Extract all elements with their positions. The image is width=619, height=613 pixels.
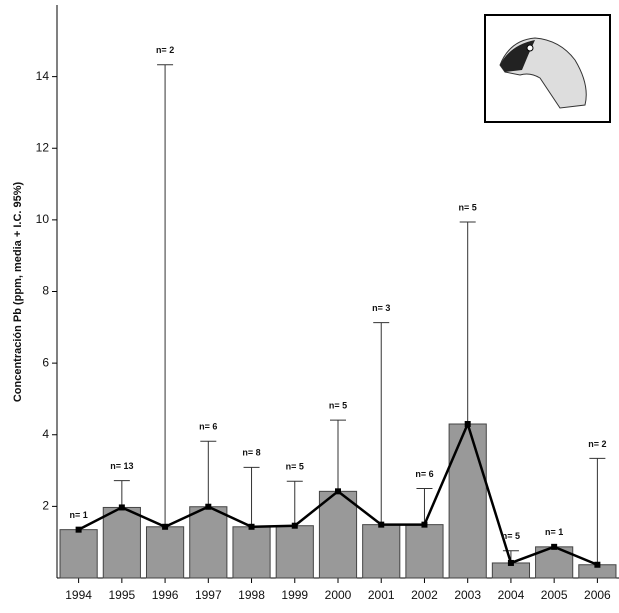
sample-size: n= 3 <box>372 303 390 313</box>
bar <box>405 524 444 579</box>
sample-size: n= 6 <box>199 422 217 432</box>
y-tick-label: 12 <box>36 140 50 154</box>
y-tick-label: 8 <box>42 284 49 298</box>
sample-size: n= 5 <box>329 400 347 410</box>
x-tick-label: 1999 <box>281 588 308 602</box>
x-tick-label: 1997 <box>195 588 222 602</box>
x-tick-label: 2000 <box>325 588 352 602</box>
x-tick-label: 1994 <box>65 588 92 602</box>
y-axis-label: Concentración Pb (ppm, media + I.C. 95%) <box>12 181 24 402</box>
bar <box>145 526 185 579</box>
x-tick-label: 2004 <box>498 588 525 602</box>
sample-size: n= 13 <box>110 461 133 471</box>
sample-size: n= 5 <box>286 462 304 472</box>
bar <box>448 423 487 579</box>
bar <box>318 490 358 579</box>
error-bar <box>416 487 433 525</box>
error-bar <box>373 322 390 525</box>
sample-size: n= 2 <box>156 45 174 55</box>
bar <box>189 506 228 579</box>
mean-point <box>464 421 471 428</box>
mean-point <box>507 559 514 566</box>
mean-point <box>118 504 125 511</box>
error-bar <box>286 480 303 526</box>
bar <box>362 524 401 579</box>
error-bar <box>459 221 476 425</box>
x-tick-label: 2001 <box>368 588 395 602</box>
error-bar <box>589 457 606 565</box>
mean-point <box>421 521 428 528</box>
mean-point <box>75 526 82 533</box>
bar <box>102 506 141 579</box>
x-tick-label: 2003 <box>454 588 481 602</box>
sample-size: n= 6 <box>415 469 433 479</box>
sample-size: n= 8 <box>242 448 260 458</box>
mean-point <box>551 543 558 550</box>
sample-size: n= 2 <box>588 439 606 449</box>
mean-point <box>291 522 298 529</box>
error-bar <box>113 480 130 508</box>
mean-point <box>162 523 169 530</box>
x-tick-label: 2002 <box>411 588 438 602</box>
sample-size: n= 1 <box>545 527 563 537</box>
x-tick-label: 2006 <box>584 588 611 602</box>
error-bar <box>330 419 346 492</box>
y-tick-label: 14 <box>36 69 50 83</box>
error-bar <box>200 440 217 507</box>
y-tick-label: 2 <box>42 499 49 513</box>
x-tick-label: 1998 <box>238 588 265 602</box>
sample-size: n= 1 <box>69 510 87 520</box>
mean-point <box>335 488 341 495</box>
sample-size: n= 5 <box>459 202 477 212</box>
y-tick-label: 10 <box>36 212 50 226</box>
y-tick-label: 4 <box>42 427 49 441</box>
bar <box>275 525 314 579</box>
x-tick-label: 1995 <box>108 588 135 602</box>
error-bar <box>243 466 260 527</box>
bar <box>232 526 271 579</box>
bar <box>59 529 98 579</box>
mean-point <box>594 561 601 568</box>
mean-point <box>248 523 255 530</box>
mean-point <box>205 503 212 510</box>
vulture-picture <box>484 14 611 123</box>
sample-size: n= 5 <box>502 531 520 541</box>
x-tick-label: 2005 <box>541 588 568 602</box>
error-bar <box>157 64 174 527</box>
mean-point <box>378 521 385 528</box>
y-tick-label: 6 <box>42 355 49 369</box>
x-tick-label: 1996 <box>152 588 179 602</box>
